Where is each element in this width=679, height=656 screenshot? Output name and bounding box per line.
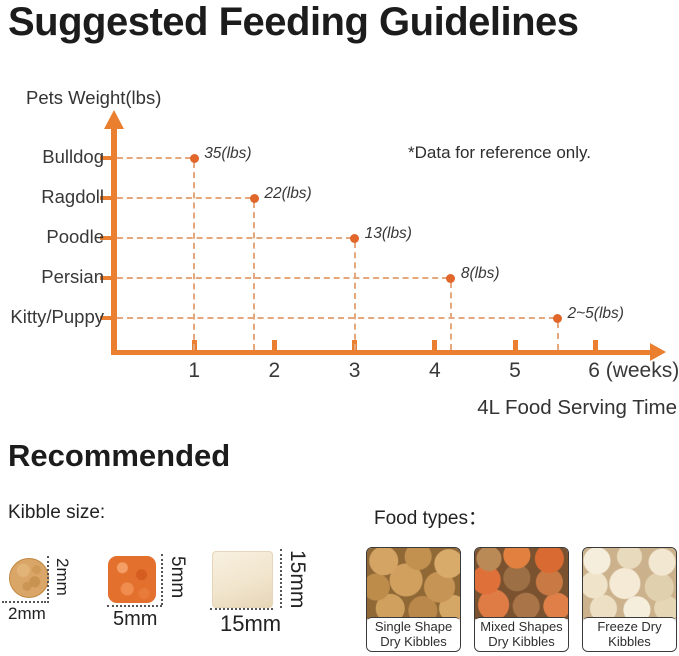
mixed-shapes-dry-kibbles-photo	[475, 548, 568, 619]
kibble-height-label: 5mm	[167, 556, 188, 599]
y-tick	[100, 276, 113, 280]
single-shape-dry-kibbles-photo	[367, 548, 460, 619]
food-type-label-line2: Dry Kibbles	[380, 634, 447, 649]
dash-line-vertical	[193, 162, 196, 350]
y-tick	[100, 196, 113, 200]
row-label: Poodle	[46, 226, 104, 247]
kibble-width-label: 15mm	[220, 611, 282, 636]
dash-line-vertical	[556, 322, 559, 350]
food-type-card-label: Freeze Dry Kibbles	[583, 617, 676, 651]
data-dot	[350, 233, 360, 243]
x-tick-label: 5	[509, 359, 521, 382]
dash-line-horizontal	[117, 197, 252, 199]
x-tick	[592, 340, 598, 350]
point-label: 2~5(lbs)	[567, 305, 624, 322]
dash-line-horizontal	[117, 237, 352, 239]
point-label: 13(lbs)	[364, 225, 412, 242]
data-dot	[189, 153, 199, 163]
food-type-card-single-shape: Single Shape Dry Kibbles	[366, 547, 461, 652]
x-axis-label: 4L Food Serving Time	[477, 396, 677, 419]
measure-line-vertical-2mm	[47, 556, 49, 603]
freeze-dry-kibbles-photo	[583, 548, 676, 619]
x-tick	[432, 340, 438, 350]
kibble-width-label: 2mm	[8, 604, 46, 623]
measure-line-horizontal-5mm	[107, 605, 162, 607]
row-label: Bulldog	[42, 146, 104, 167]
food-type-card-freeze-dry: Freeze Dry Kibbles	[582, 547, 677, 652]
kibble-height-label: 2mm	[53, 558, 72, 596]
page-title: Suggested Feeding Guidelines	[8, 0, 579, 44]
row-label: Kitty/Puppy	[10, 306, 104, 327]
x-tick-label: 1	[188, 359, 201, 382]
food-type-label-line1: Single Shape	[374, 619, 453, 635]
x-tick-label: 4	[428, 359, 441, 382]
kibble-width-label: 5mm	[113, 608, 158, 630]
x-tick	[512, 340, 518, 350]
data-dot	[446, 273, 456, 283]
x-tick-label: 2	[268, 359, 281, 382]
y-tick	[100, 316, 113, 320]
food-type-label-line2: Kibbles	[608, 634, 651, 649]
point-label: 8(lbs)	[460, 265, 500, 282]
dash-line-horizontal	[117, 277, 448, 279]
food-type-label-line2: Dry Kibbles	[488, 634, 555, 649]
x-tick-label: 3	[348, 359, 361, 382]
y-tick	[100, 236, 113, 240]
chart-note: *Data for reference only.	[408, 143, 591, 162]
y-tick	[100, 156, 113, 160]
kibble-height-label: 15mm	[286, 550, 309, 609]
measure-line-horizontal-2mm	[2, 601, 46, 603]
food-type-card-label: Single Shape Dry Kibbles	[367, 617, 460, 651]
food-type-label-line1: Mixed Shapes	[480, 619, 563, 635]
dash-line-vertical	[353, 242, 356, 350]
data-dot	[553, 313, 562, 323]
recommended-heading: Recommended	[8, 438, 231, 473]
y-axis-line	[111, 128, 117, 355]
food-types-label: Food types：	[374, 508, 487, 529]
measure-line-vertical-5mm	[161, 554, 163, 605]
x-tick-label: 6 (weeks)	[588, 359, 679, 382]
y-axis-title: Pets Weight(lbs)	[26, 87, 162, 108]
point-label: 22(lbs)	[264, 185, 312, 202]
food-type-card-label: Mixed Shapes Dry Kibbles	[475, 617, 568, 651]
y-axis-arrow-icon	[104, 110, 124, 129]
measure-line-vertical-15mm	[280, 549, 282, 608]
row-label: Ragdoll	[41, 186, 104, 207]
data-dot	[249, 193, 259, 203]
dash-line-vertical	[253, 202, 256, 350]
feeding-guidelines-chart: 1 2 3 4 5 6 (weeks) Bulldog 35(lbs) Ragdoll 22(lb…	[10, 110, 679, 382]
food-type-card-mixed-shapes: Mixed Shapes Dry Kibbles	[474, 547, 569, 652]
round-kibble-image	[9, 558, 49, 598]
dash-line-horizontal	[117, 317, 555, 319]
x-axis-arrow-icon	[650, 343, 666, 361]
cube-kibble-image	[212, 551, 273, 608]
square-kibble-image	[108, 556, 156, 603]
dash-line-vertical	[449, 282, 452, 350]
measure-line-horizontal-15mm	[210, 608, 273, 610]
point-label: 35(lbs)	[204, 145, 252, 162]
kibble-size-label: Kibble size:	[8, 502, 106, 523]
food-type-label-line1: Freeze Dry	[597, 619, 662, 635]
row-label: Persian	[41, 266, 104, 287]
dash-line-horizontal	[117, 157, 192, 159]
x-axis-line	[111, 350, 650, 355]
x-tick	[271, 340, 277, 350]
